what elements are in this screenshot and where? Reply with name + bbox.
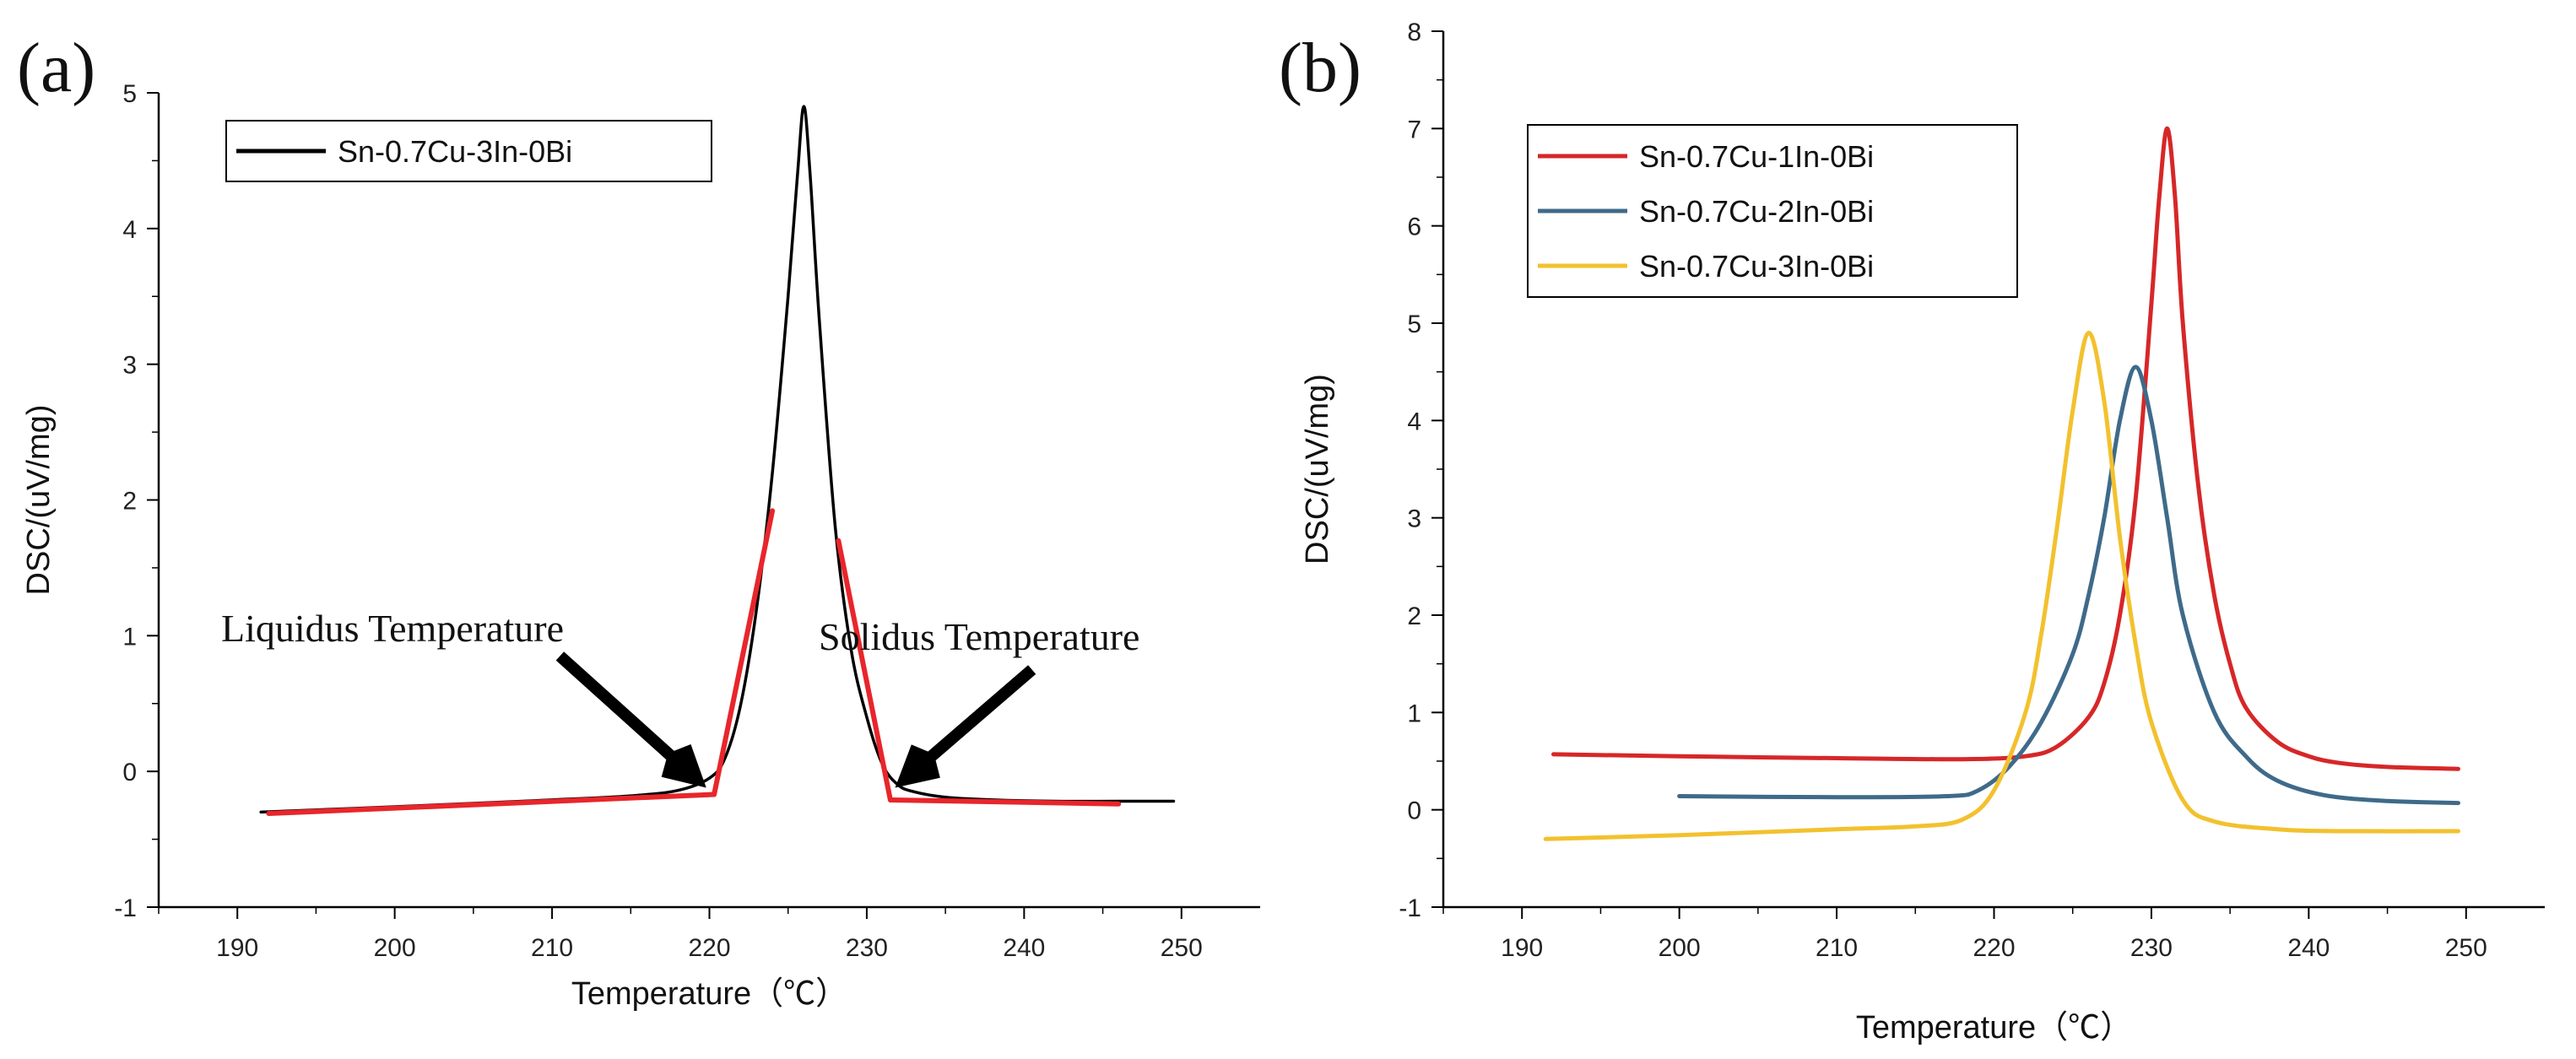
x-tick-label: 230 <box>846 934 888 962</box>
x-tick-label: 190 <box>1501 934 1543 962</box>
tangent-line <box>712 508 776 797</box>
tangent-line <box>836 538 893 802</box>
y-tick-label: -1 <box>1399 894 1421 922</box>
y-tick-label: 1 <box>1407 700 1421 727</box>
legend-label: Sn-0.7Cu-1In-0Bi <box>1639 139 1874 174</box>
x-tick-label: 200 <box>1659 934 1701 962</box>
x-tick-label: 210 <box>1816 934 1858 962</box>
annotation-arrow-head <box>661 744 706 788</box>
y-axis-title: DSC/(uV/mg) <box>1300 374 1335 565</box>
y-tick-label: 1 <box>122 623 137 651</box>
panel-label: (a) <box>17 29 95 107</box>
chart-panel-b: 190 200 210 220 230 240 250 -1 0 1 2 3 4 5 6 7 8 Temperat… <box>1279 19 2545 1045</box>
x-tick-label: 220 <box>688 934 730 962</box>
series-line-2 <box>1677 365 2460 806</box>
legend-label: Sn-0.7Cu-3In-0Bi <box>338 134 572 169</box>
y-tick-label: 2 <box>122 488 137 516</box>
x-axis-title: Temperature（℃） <box>1856 1010 2132 1045</box>
panel-label: (b) <box>1279 29 1361 107</box>
annotation-arrow-head <box>895 744 940 788</box>
legend-label: Sn-0.7Cu-2In-0Bi <box>1639 194 1874 229</box>
y-tick-label: 3 <box>1407 505 1421 533</box>
y-tick-label: 2 <box>1407 602 1421 630</box>
series-line-1 <box>1551 126 2460 771</box>
annotation-label: Liquidus Temperature <box>221 607 564 650</box>
y-tick-label: 3 <box>122 352 137 380</box>
y-tick-label: 7 <box>1407 116 1421 143</box>
tangent-line <box>266 792 717 817</box>
series-line-3 <box>1543 330 2460 841</box>
x-tick-label: 230 <box>2130 934 2173 962</box>
x-tick-label: 220 <box>1973 934 2015 962</box>
chart-panel-a: 190 200 210 220 230 240 250 -1 0 1 2 3 4 5 Temperature… <box>17 29 1260 1012</box>
x-tick-label: 210 <box>531 934 573 962</box>
x-tick-label: 190 <box>216 934 258 962</box>
y-tick-label: 5 <box>1407 311 1421 338</box>
tangent-line <box>887 797 1122 807</box>
y-tick-label: -1 <box>114 894 137 922</box>
y-tick-label: 0 <box>122 759 137 786</box>
x-tick-label: 240 <box>1003 934 1045 962</box>
y-tick-label: 4 <box>1407 408 1421 435</box>
x-axis-title: Temperature（℃） <box>571 976 847 1012</box>
y-axis-title: DSC/(uV/mg) <box>21 405 57 596</box>
x-tick-label: 250 <box>1161 934 1203 962</box>
annotation-arrow-shaft <box>922 665 1036 766</box>
x-tick-label: 250 <box>2445 934 2487 962</box>
y-tick-label: 0 <box>1407 797 1421 825</box>
x-tick-label: 240 <box>2287 934 2330 962</box>
y-tick-label: 5 <box>122 80 137 108</box>
x-tick-label: 200 <box>374 934 416 962</box>
y-tick-label: 8 <box>1407 19 1421 46</box>
y-tick-label: 6 <box>1407 213 1421 241</box>
series-line-1 <box>259 105 1176 814</box>
annotation-arrow-shaft <box>555 651 680 765</box>
annotation-label: Solidus Temperature <box>819 615 1139 658</box>
legend-label: Sn-0.7Cu-3In-0Bi <box>1639 249 1874 284</box>
y-tick-label: 4 <box>122 216 137 244</box>
